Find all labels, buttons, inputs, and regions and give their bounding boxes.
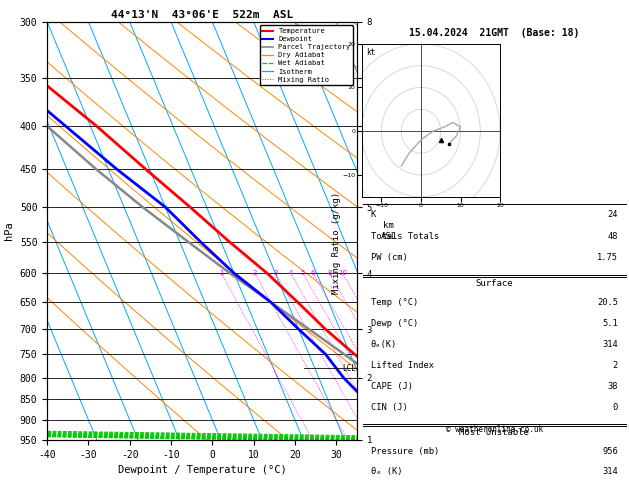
X-axis label: Dewpoint / Temperature (°C): Dewpoint / Temperature (°C): [118, 465, 286, 475]
Text: 1.75: 1.75: [597, 253, 618, 262]
Text: 15.04.2024  21GMT  (Base: 18): 15.04.2024 21GMT (Base: 18): [409, 28, 579, 38]
Text: 24: 24: [608, 210, 618, 219]
Text: 8: 8: [327, 270, 331, 276]
Text: Lifted Index: Lifted Index: [370, 361, 433, 370]
Y-axis label: hPa: hPa: [4, 222, 14, 240]
Text: 314: 314: [602, 468, 618, 476]
Text: 1: 1: [219, 270, 224, 276]
Text: Dewp (°C): Dewp (°C): [370, 319, 418, 328]
Text: 6: 6: [311, 270, 315, 276]
Text: Mixing Ratio (g/kg): Mixing Ratio (g/kg): [332, 192, 341, 294]
Text: CAPE (J): CAPE (J): [370, 382, 413, 391]
Text: 956: 956: [602, 447, 618, 455]
Text: θₑ (K): θₑ (K): [370, 468, 402, 476]
Text: Pressure (mb): Pressure (mb): [370, 447, 439, 455]
Text: 10: 10: [338, 270, 347, 276]
Text: PW (cm): PW (cm): [370, 253, 407, 262]
Text: 38: 38: [608, 382, 618, 391]
Text: θₑ(K): θₑ(K): [370, 340, 397, 349]
Text: 3: 3: [274, 270, 278, 276]
Text: K: K: [370, 210, 376, 219]
Text: CIN (J): CIN (J): [370, 402, 407, 412]
Text: 5: 5: [301, 270, 305, 276]
Text: 2: 2: [613, 361, 618, 370]
Text: 0: 0: [613, 402, 618, 412]
Text: Totals Totals: Totals Totals: [370, 232, 439, 241]
Text: 4: 4: [289, 270, 293, 276]
Text: 2: 2: [253, 270, 257, 276]
Text: Surface: Surface: [476, 279, 513, 288]
Text: Most Unstable: Most Unstable: [459, 428, 529, 437]
Text: 48: 48: [608, 232, 618, 241]
Text: 20.5: 20.5: [597, 298, 618, 307]
Text: 5.1: 5.1: [602, 319, 618, 328]
Text: 314: 314: [602, 340, 618, 349]
Text: Temp (°C): Temp (°C): [370, 298, 418, 307]
Legend: Temperature, Dewpoint, Parcel Trajectory, Dry Adiabat, Wet Adiabat, Isotherm, Mi: Temperature, Dewpoint, Parcel Trajectory…: [260, 25, 353, 86]
Y-axis label: km
ASL: km ASL: [381, 221, 397, 241]
Title: 44°13'N  43°06'E  522m  ASL: 44°13'N 43°06'E 522m ASL: [111, 10, 293, 20]
Text: © weatheronline.co.uk: © weatheronline.co.uk: [446, 425, 543, 434]
Text: kt: kt: [366, 48, 375, 57]
Text: LCL: LCL: [342, 364, 355, 373]
